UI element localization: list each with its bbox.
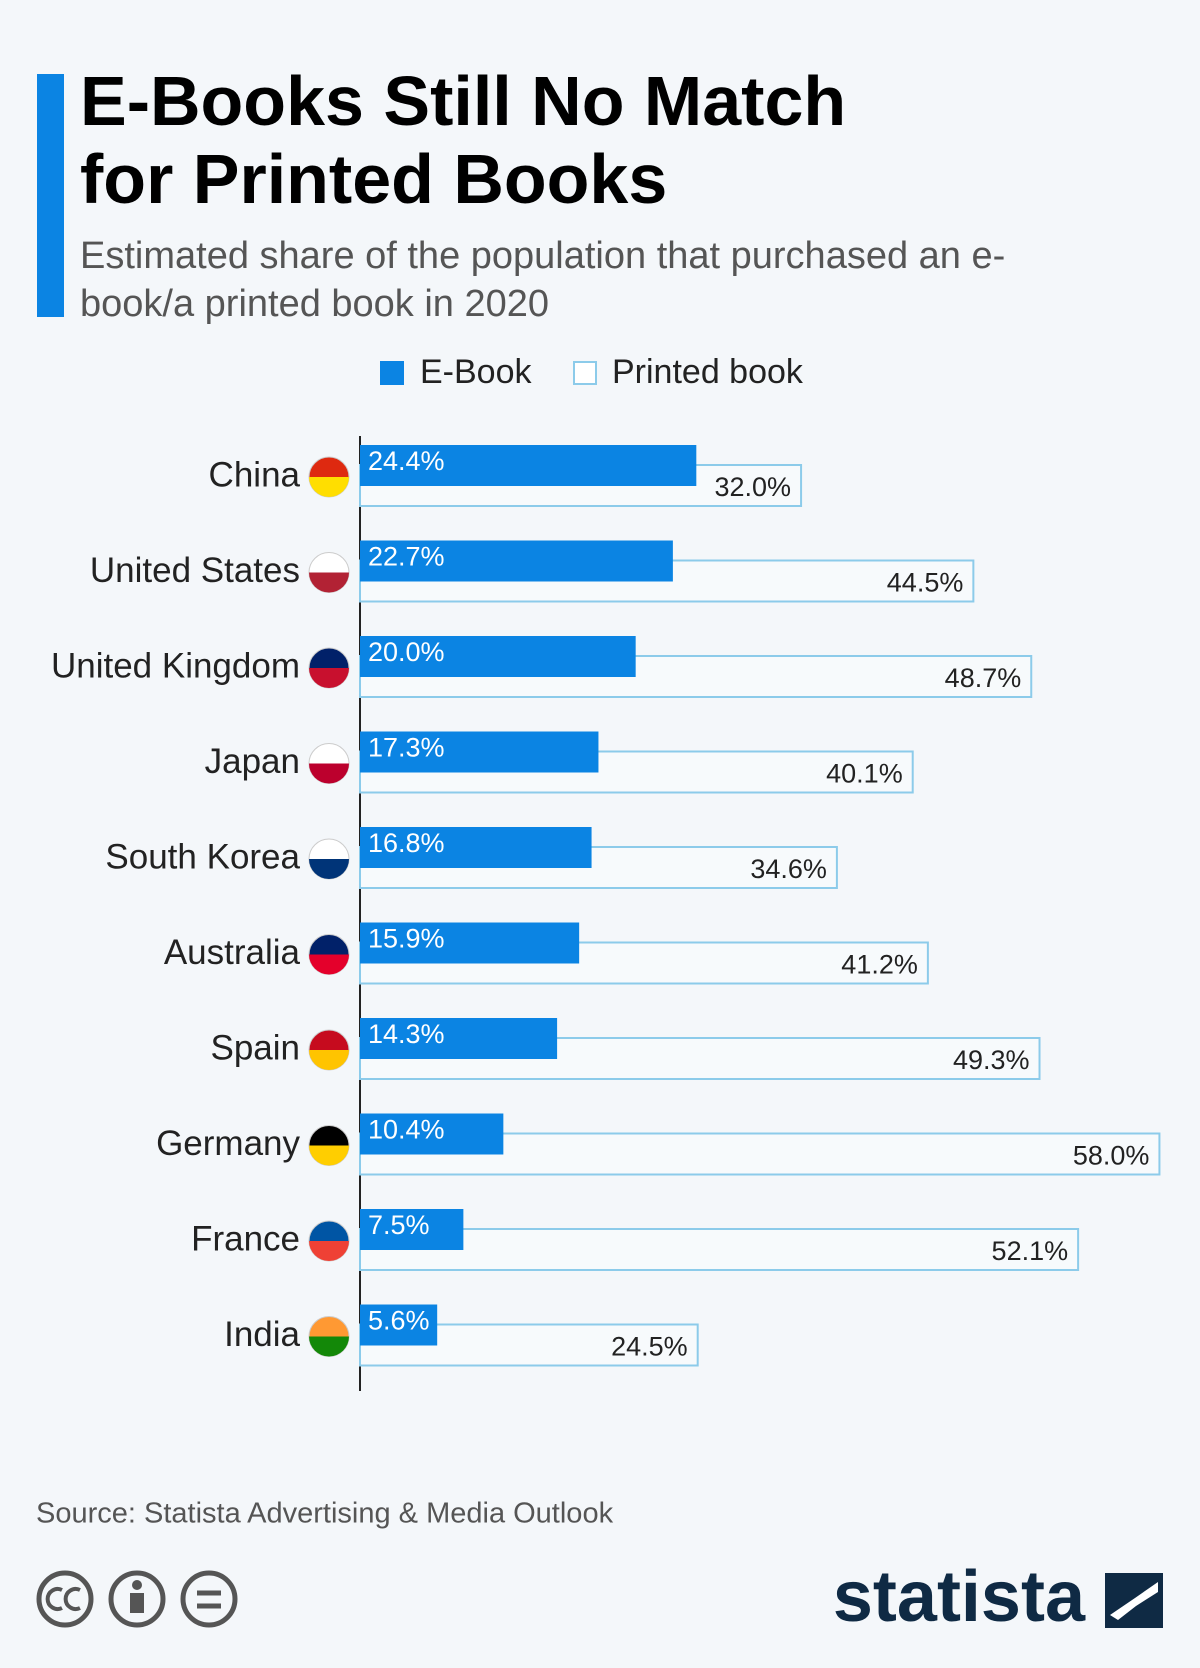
bar xyxy=(360,636,636,677)
bar xyxy=(360,731,599,773)
legend-swatch xyxy=(380,361,404,385)
bar xyxy=(360,827,592,868)
legend-label: Printed book xyxy=(612,353,804,391)
value-label: 58.0% xyxy=(1073,1141,1150,1171)
value-label: 34.6% xyxy=(750,854,827,884)
bar xyxy=(360,1304,438,1346)
flag xyxy=(309,572,349,593)
value-label: 15.9% xyxy=(368,924,445,954)
value-label: 40.1% xyxy=(826,759,903,789)
y-tick-label: Japan xyxy=(205,742,300,781)
value-label: 17.3% xyxy=(368,733,445,763)
logo-mark xyxy=(1105,1573,1163,1628)
y-tick-label: France xyxy=(191,1219,300,1258)
flag xyxy=(309,668,349,688)
bar xyxy=(359,1228,1080,1271)
bar xyxy=(360,922,580,964)
license-icons xyxy=(36,1570,238,1628)
y-tick-label: South Korea xyxy=(105,837,300,876)
value-label: 14.3% xyxy=(368,1019,445,1049)
value-label: 44.5% xyxy=(887,568,964,598)
y-tick-label: Germany xyxy=(156,1124,300,1163)
logo: statista xyxy=(833,1557,1086,1637)
bar xyxy=(360,445,697,486)
value-label: 49.3% xyxy=(953,1045,1030,1075)
value-label: 10.4% xyxy=(368,1115,445,1145)
flag xyxy=(309,1241,349,1261)
flag xyxy=(309,954,349,975)
y-tick-label: Australia xyxy=(164,933,301,972)
y-tick-label: Spain xyxy=(210,1028,300,1067)
y-tick-label: United States xyxy=(90,551,300,590)
value-label: 7.5% xyxy=(368,1210,430,1240)
flag xyxy=(309,477,349,497)
value-label: 20.0% xyxy=(368,637,445,667)
legend-swatch xyxy=(573,361,597,385)
value-label: 22.7% xyxy=(368,542,445,572)
flag xyxy=(309,763,349,784)
flag xyxy=(309,1050,349,1070)
y-tick-label: United Kingdom xyxy=(51,646,300,685)
flag xyxy=(309,1145,349,1166)
legend-label: E-Book xyxy=(420,353,532,391)
value-label: 16.8% xyxy=(368,828,445,858)
value-label: 24.4% xyxy=(368,446,445,476)
y-tick-label: China xyxy=(209,455,301,494)
value-label: 48.7% xyxy=(945,663,1022,693)
chart-title: E-Books Still No Match for Printed Books xyxy=(80,62,847,218)
value-label: 24.5% xyxy=(611,1332,688,1362)
source: Source: Statista Advertising & Media Out… xyxy=(36,1498,614,1530)
chart-subtitle: Estimated share of the population that p… xyxy=(80,235,1006,325)
bar xyxy=(360,1209,464,1250)
value-label: 32.0% xyxy=(715,472,792,502)
bar xyxy=(360,1113,504,1155)
title-accent xyxy=(37,74,64,317)
flag xyxy=(309,859,349,879)
value-label: 5.6% xyxy=(368,1306,430,1336)
value-label: 41.2% xyxy=(841,950,918,980)
flag xyxy=(309,1336,349,1357)
y-tick-label: India xyxy=(224,1315,300,1354)
bar xyxy=(360,1018,558,1059)
value-label: 52.1% xyxy=(992,1236,1069,1266)
bar xyxy=(360,540,673,582)
